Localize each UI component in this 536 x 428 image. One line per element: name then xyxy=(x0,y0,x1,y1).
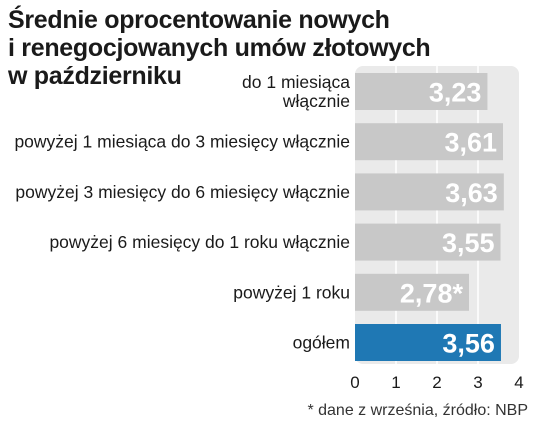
category-label: włącznie xyxy=(282,91,350,111)
x-tick-label: 3 xyxy=(473,373,482,392)
chart-title-line: Średnie oprocentowanie nowych xyxy=(8,6,390,34)
bar xyxy=(355,223,501,261)
bar-value-label: 3,23 xyxy=(429,78,482,108)
bar xyxy=(355,324,501,361)
x-tick-label: 1 xyxy=(391,373,400,392)
category-label: powyżej 6 miesięcy do 1 roku włącznie xyxy=(49,232,350,252)
x-tick-label: 2 xyxy=(432,373,441,392)
bar xyxy=(355,73,488,110)
bar xyxy=(355,273,469,311)
category-label: powyżej 1 miesiąca do 3 miesięcy włączni… xyxy=(14,132,350,152)
x-tick-label: 4 xyxy=(514,373,523,392)
category-label: powyżej 3 miesięcy do 6 miesięcy włączni… xyxy=(15,182,350,202)
bar-value-label: 3,56 xyxy=(442,329,495,359)
bar-value-label: 2,78* xyxy=(400,278,464,308)
footnote: * dane z września, źródło: NBP xyxy=(307,402,528,419)
category-label: powyżej 1 roku xyxy=(233,282,350,302)
gridlines xyxy=(395,66,479,364)
chart-title-line: i renegocjowanych umów złotowych xyxy=(8,34,431,62)
bar-value-label: 3,61 xyxy=(444,128,497,158)
category-label: do 1 miesiąca xyxy=(242,72,350,92)
bar xyxy=(355,173,504,211)
bar-value-label: 3,55 xyxy=(442,228,495,258)
chart-title-line: w październiku xyxy=(8,62,182,90)
x-axis-ticks: 0 1 2 3 4 xyxy=(350,373,523,392)
bars xyxy=(355,73,504,361)
category-label: ogółem xyxy=(293,333,350,353)
x-tick-label: 0 xyxy=(350,373,359,392)
value-labels: 3,23 3,61 3,63 3,55 2,78* 3,56 xyxy=(400,78,498,359)
chart-title: Średnie oprocentowanie nowych i renegocj… xyxy=(8,6,438,90)
bar-value-label: 3,63 xyxy=(445,178,498,208)
bar xyxy=(355,123,504,161)
